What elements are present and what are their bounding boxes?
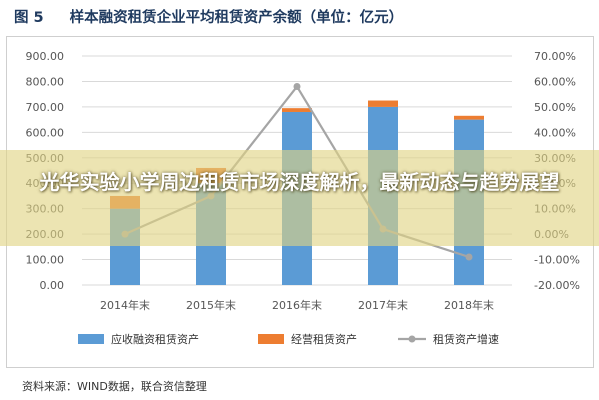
growth-point [465,253,473,261]
y-right-tick-label: 60.00% [534,75,576,88]
bar-operating [282,108,312,112]
overlay-banner [0,150,599,246]
growth-point [293,83,301,91]
x-tick-label: 2017年末 [358,298,408,312]
y-left-tick-label: 600.00 [26,126,65,139]
y-left-tick-label: 0.00 [40,279,65,292]
legend-label-operating: 经营租赁资产 [291,332,357,346]
y-right-tick-label: -10.00% [534,254,580,267]
figure-title: 图 5 样本融资租赁企业平均租赁资产余额（单位：亿元） [14,6,594,27]
x-tick-label: 2014年末 [100,298,150,312]
y-right-tick-label: 40.00% [534,126,576,139]
y-right-tick-label: 50.00% [534,101,576,114]
y-left-tick-label: 700.00 [26,101,65,114]
x-tick-label: 2015年末 [186,298,236,312]
y-right-tick-label: 70.00% [534,50,576,63]
y-left-tick-label: 100.00 [26,254,65,267]
bar-operating [454,115,484,120]
y-right-tick-label: -20.00% [534,279,580,292]
y-left-tick-label: 800.00 [26,75,65,88]
x-tick-label: 2018年末 [444,298,494,312]
x-tick-label: 2016年末 [272,298,322,312]
figure-title-text: 样本融资租赁企业平均租赁资产余额（单位：亿元） [69,10,404,26]
legend-swatch-receivables [78,334,104,344]
legend-marker-growth [408,335,416,343]
legend: 应收融资租赁资产 经营租赁资产 租赁资产增速 [78,332,499,346]
source-note: 资料来源：WIND数据，联合资信整理 [22,380,207,393]
overlay-title: 光华实验小学周边租赁市场深度解析，最新动态与趋势展望 [39,170,560,194]
legend-label-growth: 租赁资产增速 [433,332,499,346]
figure-number: 图 5 [14,10,44,26]
y-left-tick-label: 900.00 [26,50,65,63]
legend-swatch-operating [258,334,284,344]
legend-label-receivables: 应收融资租赁资产 [111,332,199,346]
bar-operating [368,100,398,107]
